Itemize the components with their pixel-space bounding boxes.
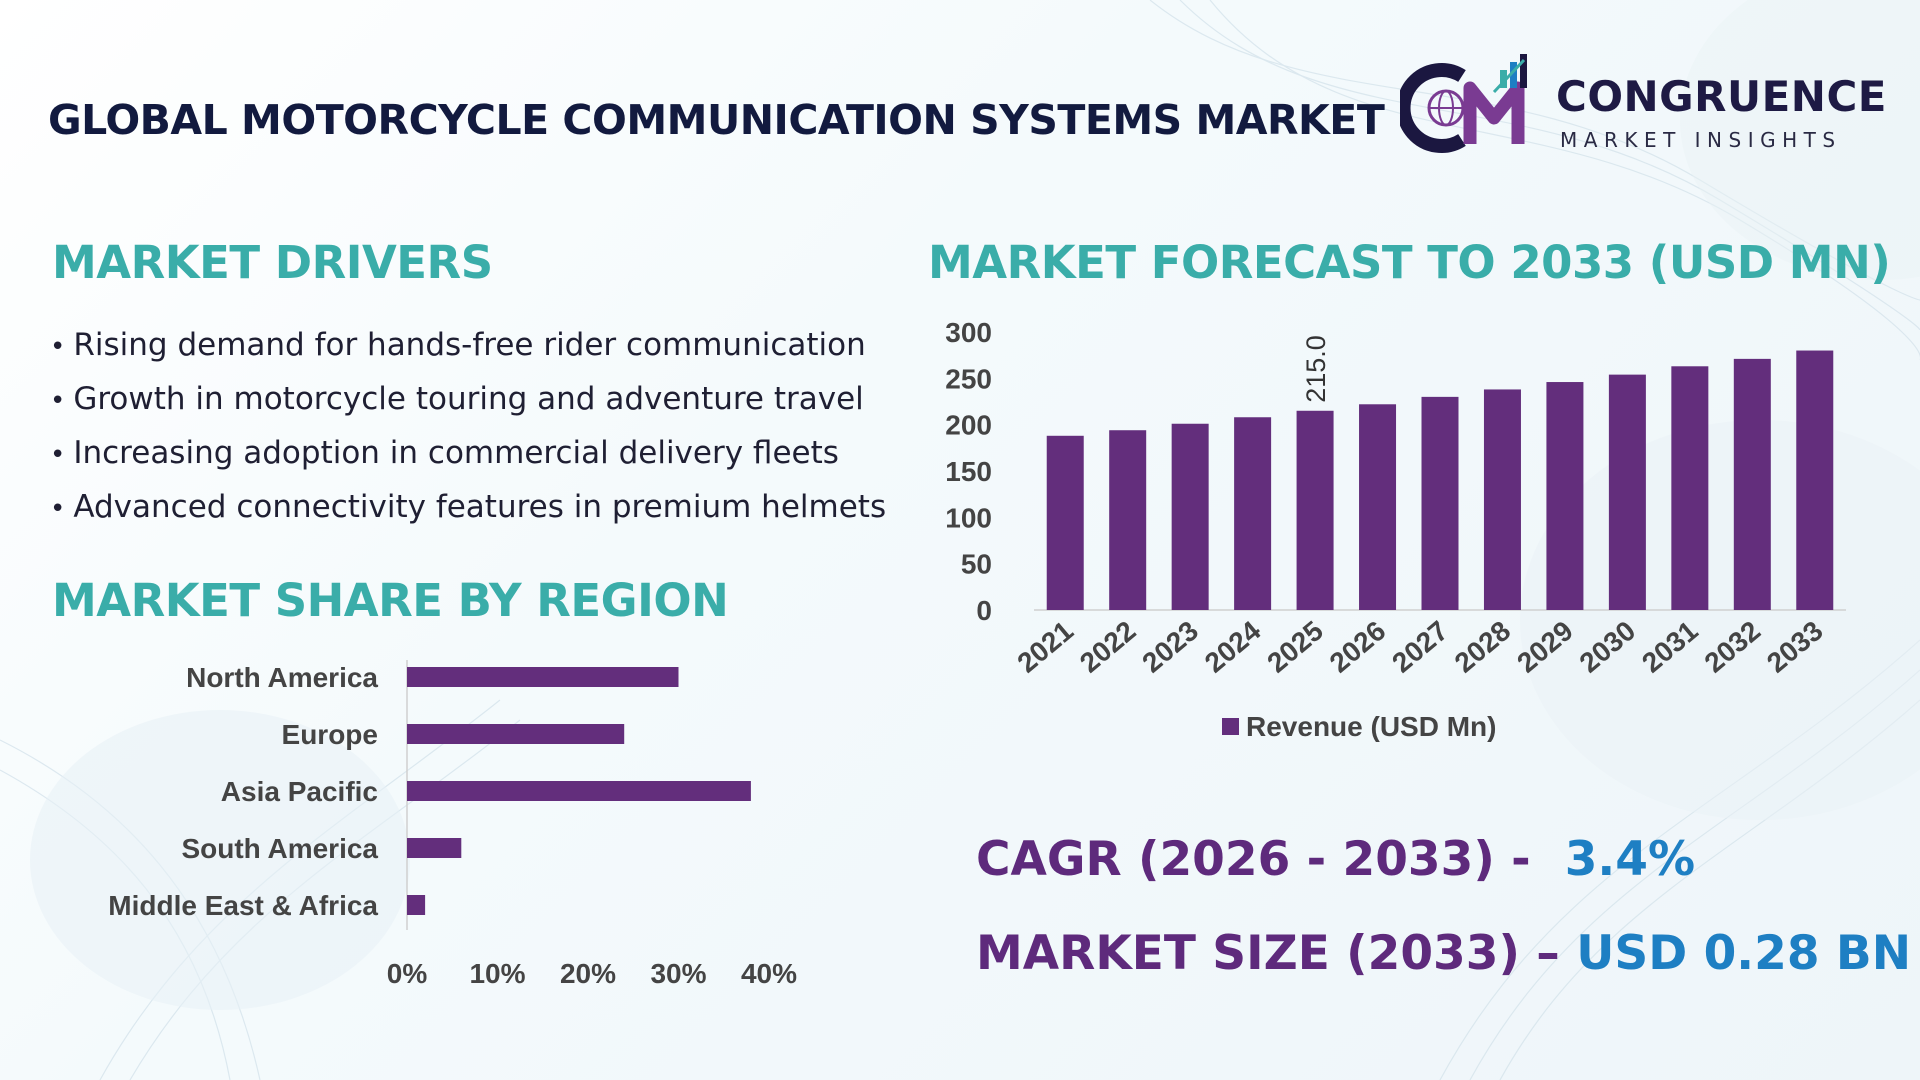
bar (1046, 435, 1084, 610)
page-title: GLOBAL MOTORCYCLE COMMUNICATION SYSTEMS … (48, 96, 1385, 144)
y-tick-label: 200 (945, 410, 992, 441)
company-logo: CONGRUENCE MARKET INSIGHTS (1400, 52, 1886, 162)
x-tick-label: 2024 (1199, 615, 1267, 679)
share-heading: MARKET SHARE BY REGION (52, 574, 729, 627)
bar (407, 667, 679, 687)
y-tick-label: 150 (945, 456, 992, 487)
x-tick-label: 40% (741, 958, 797, 989)
x-tick-label: 2032 (1699, 615, 1767, 679)
cagr-stat: CAGR (2026 - 2033) - 3.4% (976, 832, 1695, 887)
bar (1109, 430, 1147, 610)
bar (1796, 350, 1834, 610)
x-tick-label: 10% (469, 958, 525, 989)
forecast-heading: MARKET FORECAST TO 2033 (USD MN) (928, 236, 1891, 289)
x-tick-label: 2025 (1261, 615, 1329, 679)
bar (1234, 417, 1272, 610)
market-size-stat: MARKET SIZE (2033) – USD 0.28 BN (976, 926, 1911, 981)
market-size-value: USD 0.28 BN (1576, 926, 1912, 981)
bar (407, 838, 462, 858)
x-tick-label: 20% (560, 958, 616, 989)
y-tick-label: 250 (945, 363, 992, 394)
x-tick-label: 2026 (1324, 615, 1392, 679)
bar (1171, 423, 1209, 610)
market-size-label: MARKET SIZE (2033) – (976, 926, 1560, 981)
y-tick-label: 300 (945, 317, 992, 348)
bar (407, 724, 625, 744)
x-tick-label: 2033 (1761, 615, 1829, 679)
x-tick-label: 2023 (1136, 615, 1204, 679)
category-label: Asia Pacific (221, 776, 378, 807)
cagr-value: 3.4% (1564, 832, 1696, 887)
y-tick-label: 50 (961, 549, 992, 580)
x-tick-label: 2029 (1511, 615, 1579, 679)
bar (407, 895, 426, 915)
logo-subtitle: MARKET INSIGHTS (1560, 128, 1842, 152)
region-share-chart: North America Europe Asia Pacific South Ame… (108, 660, 797, 989)
bar (1359, 404, 1397, 610)
logo-mark-icon (1400, 54, 1527, 153)
x-tick-label: 2031 (1636, 615, 1704, 679)
x-tick-label: 2030 (1574, 615, 1642, 679)
x-tick-label: 2028 (1449, 615, 1517, 679)
list-item: • Increasing adoption in commercial deliv… (50, 435, 839, 471)
x-tick-label: 0% (387, 958, 428, 989)
bar (1733, 358, 1771, 610)
x-tick-label: 2027 (1386, 615, 1454, 679)
bar (1296, 410, 1334, 610)
logo-name: CONGRUENCE (1556, 72, 1887, 121)
bar (1546, 382, 1584, 610)
x-tick-label: 30% (650, 958, 706, 989)
list-item: • Advanced connectivity features in premi… (50, 489, 887, 525)
x-tick-label: 2021 (1011, 615, 1079, 679)
legend-swatch (1222, 718, 1239, 735)
list-item: • Rising demand for hands-free rider comm… (50, 327, 866, 363)
category-label: South America (181, 833, 378, 864)
bar (1421, 396, 1459, 610)
x-tick-label: 2022 (1074, 615, 1142, 679)
category-label: Middle East & Africa (108, 890, 378, 921)
category-label: Europe (282, 719, 378, 750)
y-tick-label: 0 (976, 595, 992, 626)
drivers-heading: MARKET DRIVERS (52, 236, 493, 289)
legend-label: Revenue (USD Mn) (1246, 711, 1496, 742)
bar (1671, 366, 1709, 610)
drivers-list: • Rising demand for hands-free rider comm… (50, 322, 886, 538)
list-item: • Growth in motorcycle touring and advent… (50, 381, 864, 417)
category-label: North America (186, 662, 378, 693)
cagr-label: CAGR (2026 - 2033) - (976, 832, 1531, 887)
y-tick-label: 100 (945, 502, 992, 533)
bar (1608, 374, 1646, 610)
bar (1483, 389, 1521, 610)
forecast-chart: 0501001502002503002021202220232024202520… (945, 317, 1846, 742)
data-label: 215.0 (1301, 335, 1331, 403)
bar (407, 781, 751, 801)
